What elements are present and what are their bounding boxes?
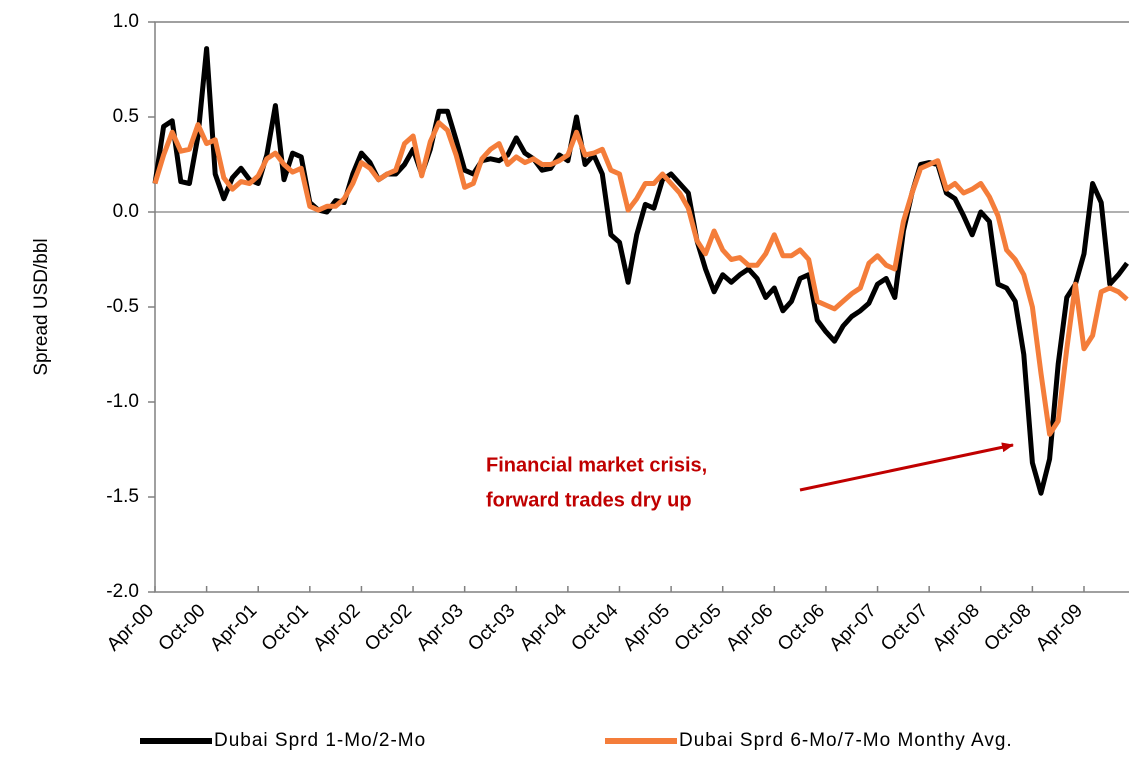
- x-tick-label: Oct-00: [155, 600, 210, 655]
- x-tick-label: Apr-08: [929, 600, 984, 655]
- y-axis-label: Spread USD/bbl: [31, 238, 52, 375]
- x-tick-label: Oct-05: [671, 600, 726, 655]
- x-tick-label: Oct-01: [258, 600, 313, 655]
- x-tick-label: Apr-00: [103, 600, 158, 655]
- annotation: Financial market crisis,: [486, 454, 707, 476]
- y-tick-label: 0.5: [113, 106, 139, 127]
- x-tick-label: Apr-04: [516, 600, 571, 655]
- legend-label: Dubai Sprd 6-Mo/7-Mo Monthy Avg.: [679, 730, 1013, 751]
- x-tick-label: Oct-07: [877, 600, 932, 655]
- x-tick-label: Oct-04: [567, 600, 622, 655]
- annotation-arrow: [799, 442, 1014, 492]
- y-tick-label: -1.5: [106, 486, 139, 507]
- x-tick-label: Apr-03: [413, 600, 468, 655]
- x-tick-label: Oct-06: [774, 600, 829, 655]
- x-tick-label: Oct-03: [464, 600, 519, 655]
- series-line: [152, 120, 1129, 437]
- legend-label: Dubai Sprd 1-Mo/2-Mo: [214, 730, 426, 751]
- y-tick-label: 0.0: [113, 201, 139, 222]
- y-tick-label: 1.0: [113, 11, 139, 32]
- x-tick-label: Oct-02: [361, 600, 416, 655]
- y-tick-label: -0.5: [106, 296, 139, 317]
- x-tick-label: Oct-08: [980, 600, 1035, 655]
- y-tick-label: -1.0: [106, 391, 139, 412]
- y-tick-label: -2.0: [106, 581, 139, 602]
- x-tick-label: Apr-05: [619, 600, 674, 655]
- x-tick-label: Apr-07: [825, 600, 880, 655]
- x-tick-label: Apr-01: [206, 600, 261, 655]
- x-tick-label: Apr-02: [309, 600, 364, 655]
- series-line: [152, 46, 1129, 496]
- x-tick-label: Apr-06: [722, 600, 777, 655]
- annotation: forward trades dry up: [486, 489, 692, 511]
- x-tick-label: Apr-09: [1032, 600, 1087, 655]
